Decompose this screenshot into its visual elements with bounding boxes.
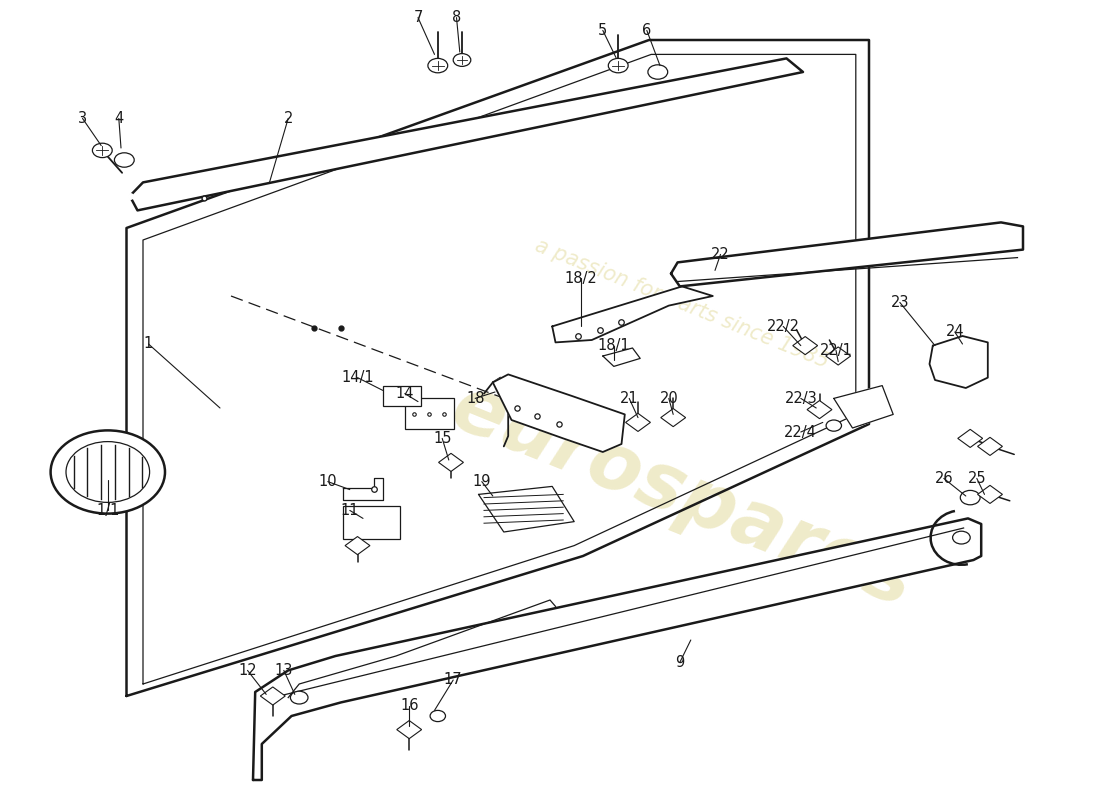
Text: 1/1: 1/1 xyxy=(96,503,120,518)
Polygon shape xyxy=(930,336,988,388)
Circle shape xyxy=(428,58,448,73)
Circle shape xyxy=(92,143,112,158)
Text: 5: 5 xyxy=(598,23,607,38)
Bar xyxy=(343,506,400,539)
Text: 14/1: 14/1 xyxy=(341,370,374,385)
Polygon shape xyxy=(834,386,893,428)
Bar xyxy=(345,537,370,554)
Polygon shape xyxy=(493,374,625,452)
Text: 14: 14 xyxy=(396,386,414,401)
Text: 18: 18 xyxy=(466,391,484,406)
Text: 25: 25 xyxy=(968,471,986,486)
Text: 23: 23 xyxy=(891,295,909,310)
Bar xyxy=(978,486,1002,503)
Text: 7: 7 xyxy=(414,10,422,25)
Circle shape xyxy=(648,65,668,79)
Bar xyxy=(405,398,454,429)
Text: 16: 16 xyxy=(400,698,418,713)
Text: 8: 8 xyxy=(452,10,461,25)
Circle shape xyxy=(66,442,150,502)
Text: 3: 3 xyxy=(78,111,87,126)
Polygon shape xyxy=(552,286,713,342)
Bar xyxy=(261,687,285,705)
Circle shape xyxy=(430,710,446,722)
Text: 22/4: 22/4 xyxy=(784,425,817,439)
Text: 2: 2 xyxy=(284,111,293,126)
Bar xyxy=(397,721,421,738)
Text: 17: 17 xyxy=(444,673,462,687)
Text: eurospares: eurospares xyxy=(440,369,924,623)
Text: 15: 15 xyxy=(433,431,451,446)
Circle shape xyxy=(826,420,842,431)
Text: 1: 1 xyxy=(144,337,153,351)
Text: 19: 19 xyxy=(473,474,491,489)
Text: 21: 21 xyxy=(620,391,638,406)
Text: 24: 24 xyxy=(946,325,964,339)
Text: 10: 10 xyxy=(319,474,337,489)
Bar xyxy=(661,409,685,426)
Circle shape xyxy=(290,691,308,704)
Polygon shape xyxy=(478,486,574,532)
Bar xyxy=(626,414,650,431)
Text: 12: 12 xyxy=(239,663,256,678)
Text: 18/2: 18/2 xyxy=(564,271,597,286)
Text: 18/1: 18/1 xyxy=(597,338,630,353)
Text: 9: 9 xyxy=(675,655,684,670)
Polygon shape xyxy=(343,478,383,500)
Bar xyxy=(807,401,832,418)
Circle shape xyxy=(114,153,134,167)
Text: 13: 13 xyxy=(275,663,293,678)
Bar xyxy=(958,430,982,447)
Bar xyxy=(793,337,817,354)
Bar xyxy=(826,347,850,365)
Text: 22/1: 22/1 xyxy=(820,343,852,358)
Text: a passion for parts since 1985: a passion for parts since 1985 xyxy=(532,236,832,372)
Bar xyxy=(383,386,421,406)
Polygon shape xyxy=(603,348,640,366)
Text: 26: 26 xyxy=(935,471,953,486)
Text: 20: 20 xyxy=(659,391,679,406)
Circle shape xyxy=(953,531,970,544)
Text: 6: 6 xyxy=(642,23,651,38)
Polygon shape xyxy=(253,518,981,780)
Polygon shape xyxy=(130,58,803,210)
Text: 4: 4 xyxy=(114,111,123,126)
Circle shape xyxy=(608,58,628,73)
Circle shape xyxy=(453,54,471,66)
Circle shape xyxy=(51,430,165,514)
Text: 22/2: 22/2 xyxy=(767,319,800,334)
Bar xyxy=(439,454,463,471)
Text: 22/3: 22/3 xyxy=(784,391,817,406)
Polygon shape xyxy=(671,222,1023,286)
Bar xyxy=(978,438,1002,455)
Circle shape xyxy=(960,490,980,505)
Text: 22: 22 xyxy=(711,247,730,262)
Text: 11: 11 xyxy=(341,503,359,518)
